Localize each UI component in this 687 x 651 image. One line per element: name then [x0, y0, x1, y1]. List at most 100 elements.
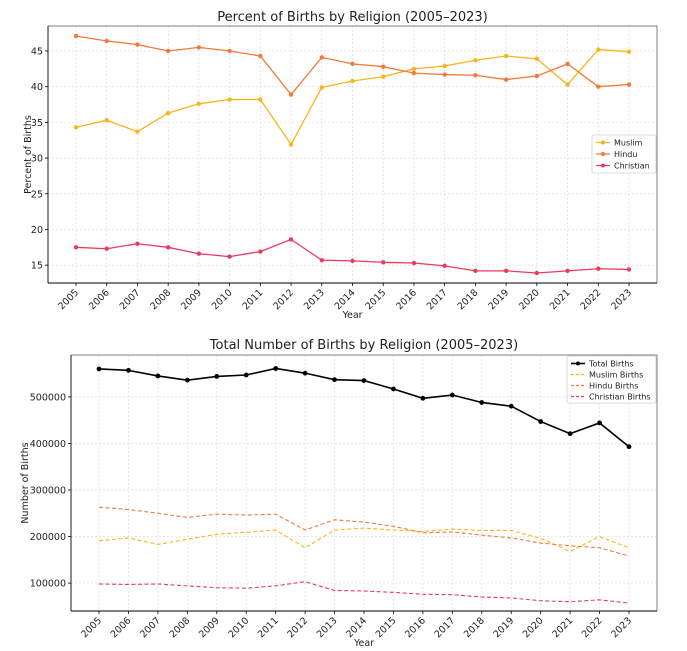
x-tick-label: 2006: [87, 287, 112, 312]
data-point: [319, 85, 324, 90]
data-point: [534, 270, 540, 276]
x-tick-label: 2014: [344, 615, 369, 640]
data-point: [503, 268, 509, 274]
x-tick-label: 2008: [148, 287, 173, 312]
data-point: [258, 53, 263, 59]
data-point: [381, 64, 386, 69]
data-point: [473, 73, 478, 78]
data-point: [420, 395, 426, 401]
data-point: [567, 431, 573, 437]
data-point: [319, 257, 324, 263]
data-point: [302, 370, 308, 376]
data-point: [73, 245, 79, 250]
data-point: [227, 97, 232, 102]
data-point: [411, 66, 417, 72]
legend-marker: [601, 140, 605, 145]
data-point: [350, 61, 355, 67]
data-point: [243, 372, 249, 378]
x-tick-label: 2020: [521, 615, 546, 640]
y-tick-label: 15: [31, 261, 43, 272]
data-point: [350, 78, 355, 84]
data-point: [596, 47, 601, 52]
data-point: [449, 392, 455, 398]
data-point: [258, 97, 263, 102]
legend: Total Births Muslim Births Hindu Births Chr…: [566, 355, 657, 404]
x-tick-label: 2006: [109, 615, 134, 640]
x-tick-label: 2019: [486, 287, 511, 312]
data-point: [165, 110, 171, 116]
x-tick-label: 2008: [168, 615, 193, 640]
data-point: [288, 237, 294, 242]
data-point: [411, 260, 417, 266]
legend-marker: [601, 152, 605, 156]
data-point: [288, 92, 294, 97]
data-point: [534, 73, 540, 79]
data-point: [126, 367, 131, 373]
series-christian: [73, 237, 632, 276]
data-point: [534, 56, 540, 62]
x-tick-label: 2023: [609, 615, 634, 640]
x-tick-label: 2021: [548, 287, 573, 312]
data-point: [597, 420, 602, 426]
x-tick-label: 2012: [285, 615, 310, 640]
data-point: [479, 400, 485, 405]
legend-label: Christian Births: [589, 393, 651, 402]
data-point: [196, 45, 202, 50]
x-tick-label: 2020: [517, 287, 542, 312]
x-tick-label: 2023: [609, 287, 634, 312]
series-hindu-births: [98, 506, 630, 557]
data-point: [196, 101, 202, 107]
data-point: [508, 403, 514, 409]
x-tick-label: 2018: [462, 615, 487, 640]
data-point: [96, 366, 102, 372]
y-tick-label: 400000: [30, 439, 66, 450]
y-tick-label: 25: [31, 189, 43, 200]
data-point: [214, 374, 220, 379]
series-line: [98, 527, 630, 553]
x-tick-label: 2007: [118, 287, 143, 312]
x-tick-label: 2017: [433, 615, 458, 640]
legend-label: Hindu Births: [589, 382, 638, 391]
series-hindu: [73, 33, 632, 97]
x-tick-label: 2016: [394, 287, 419, 312]
x-tick-label: 2022: [579, 287, 604, 312]
series-line: [98, 581, 630, 604]
legend-box: [566, 355, 657, 404]
legend: Muslim Hindu Christian: [591, 134, 657, 174]
x-tick-label: 2007: [138, 615, 163, 640]
data-point: [596, 266, 601, 271]
data-point: [350, 258, 355, 264]
data-point: [196, 251, 202, 256]
data-point: [626, 444, 632, 450]
y-tick-label: 35: [31, 118, 43, 129]
chart-title: Percent of Births by Religion (2005–2023…: [217, 10, 488, 25]
data-point: [104, 246, 109, 251]
x-tick-label: 2021: [550, 615, 575, 640]
series-christian-births: [98, 581, 630, 604]
x-tick-label: 2013: [315, 615, 340, 640]
x-axis-label: Year: [353, 638, 374, 649]
legend-label: Total Births: [588, 360, 634, 369]
series-total-births: [96, 366, 632, 450]
data-point: [273, 366, 279, 371]
legend-marker: [601, 163, 605, 168]
x-tick-label: 2015: [374, 615, 399, 640]
data-point: [596, 84, 601, 89]
data-point: [565, 268, 570, 274]
data-point: [538, 419, 544, 424]
y-tick-label: 45: [31, 46, 43, 57]
data-point: [626, 82, 632, 87]
data-point: [227, 48, 232, 54]
data-point: [135, 42, 140, 47]
data-point: [332, 377, 337, 383]
y-tick-label: 40: [31, 82, 43, 93]
data-point: [361, 378, 367, 383]
x-tick-label: 2010: [210, 287, 235, 312]
x-tick-label: 2016: [403, 615, 428, 640]
y-tick-label: 300000: [30, 485, 66, 496]
data-point: [104, 38, 109, 44]
x-tick-label: 2009: [179, 287, 204, 312]
data-point: [73, 125, 79, 130]
